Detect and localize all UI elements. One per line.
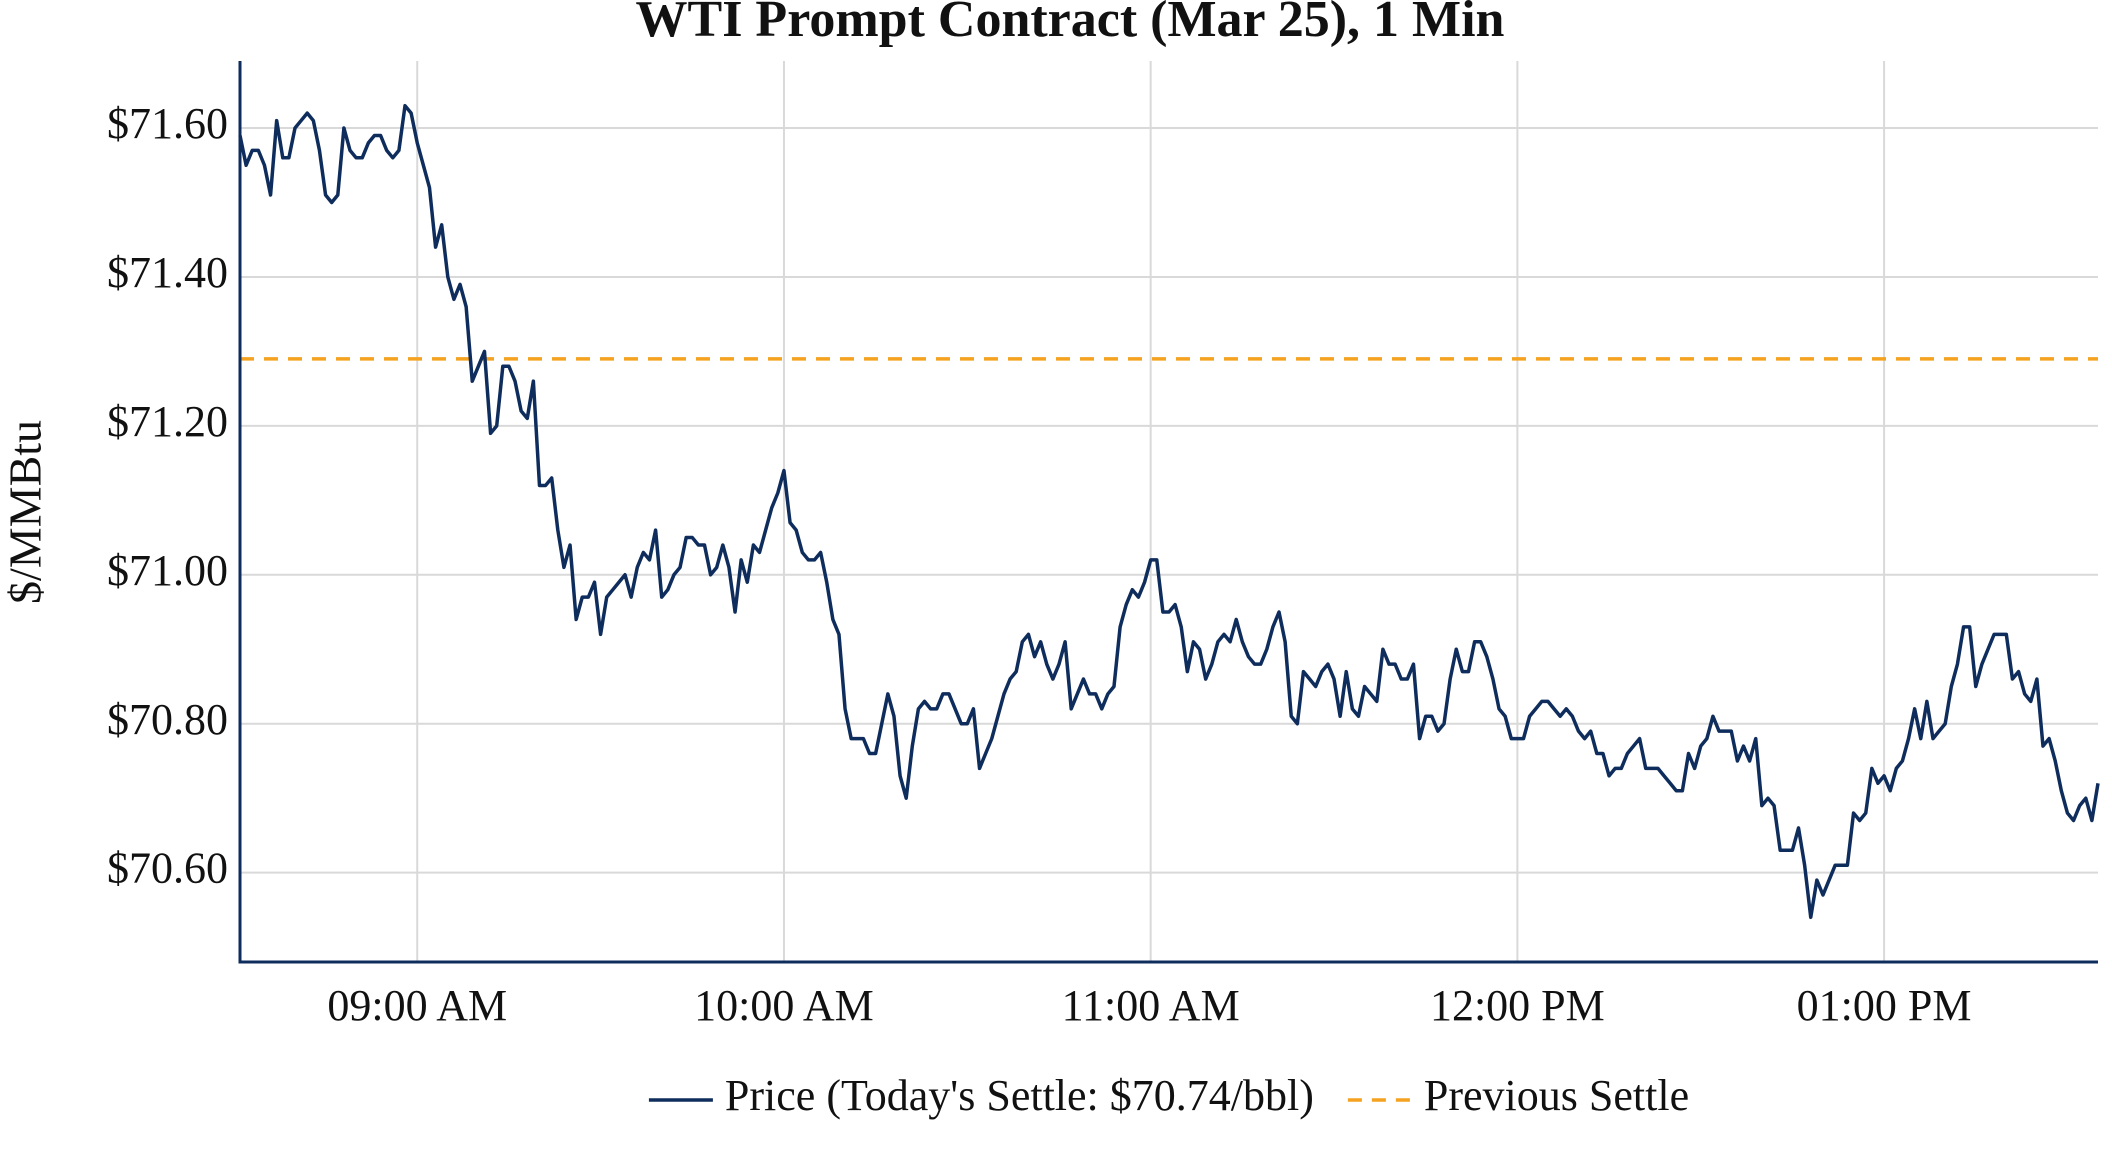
y-axis-label: $/MMBtu (0, 420, 51, 604)
x-tick-label: 11:00 AM (1062, 981, 1240, 1030)
legend-label: Previous Settle (1424, 1071, 1689, 1120)
x-tick-label: 12:00 PM (1430, 981, 1605, 1030)
y-tick-label: $70.60 (107, 844, 228, 893)
chart-title: WTI Prompt Contract (Mar 25), 1 Min (636, 0, 1505, 48)
legend-label: Price (Today's Settle: $70.74/bbl) (725, 1071, 1314, 1120)
x-tick-label: 01:00 PM (1797, 981, 1972, 1030)
y-tick-label: $70.80 (107, 695, 228, 744)
y-tick-label: $71.40 (107, 248, 228, 297)
y-tick-label: $71.00 (107, 546, 228, 595)
price-line (238, 103, 2100, 920)
y-tick-label: $71.20 (107, 397, 228, 446)
y-tick-label: $71.60 (107, 99, 228, 148)
x-tick-label: 10:00 AM (694, 981, 874, 1030)
x-tick-label: 09:00 AM (327, 981, 507, 1030)
